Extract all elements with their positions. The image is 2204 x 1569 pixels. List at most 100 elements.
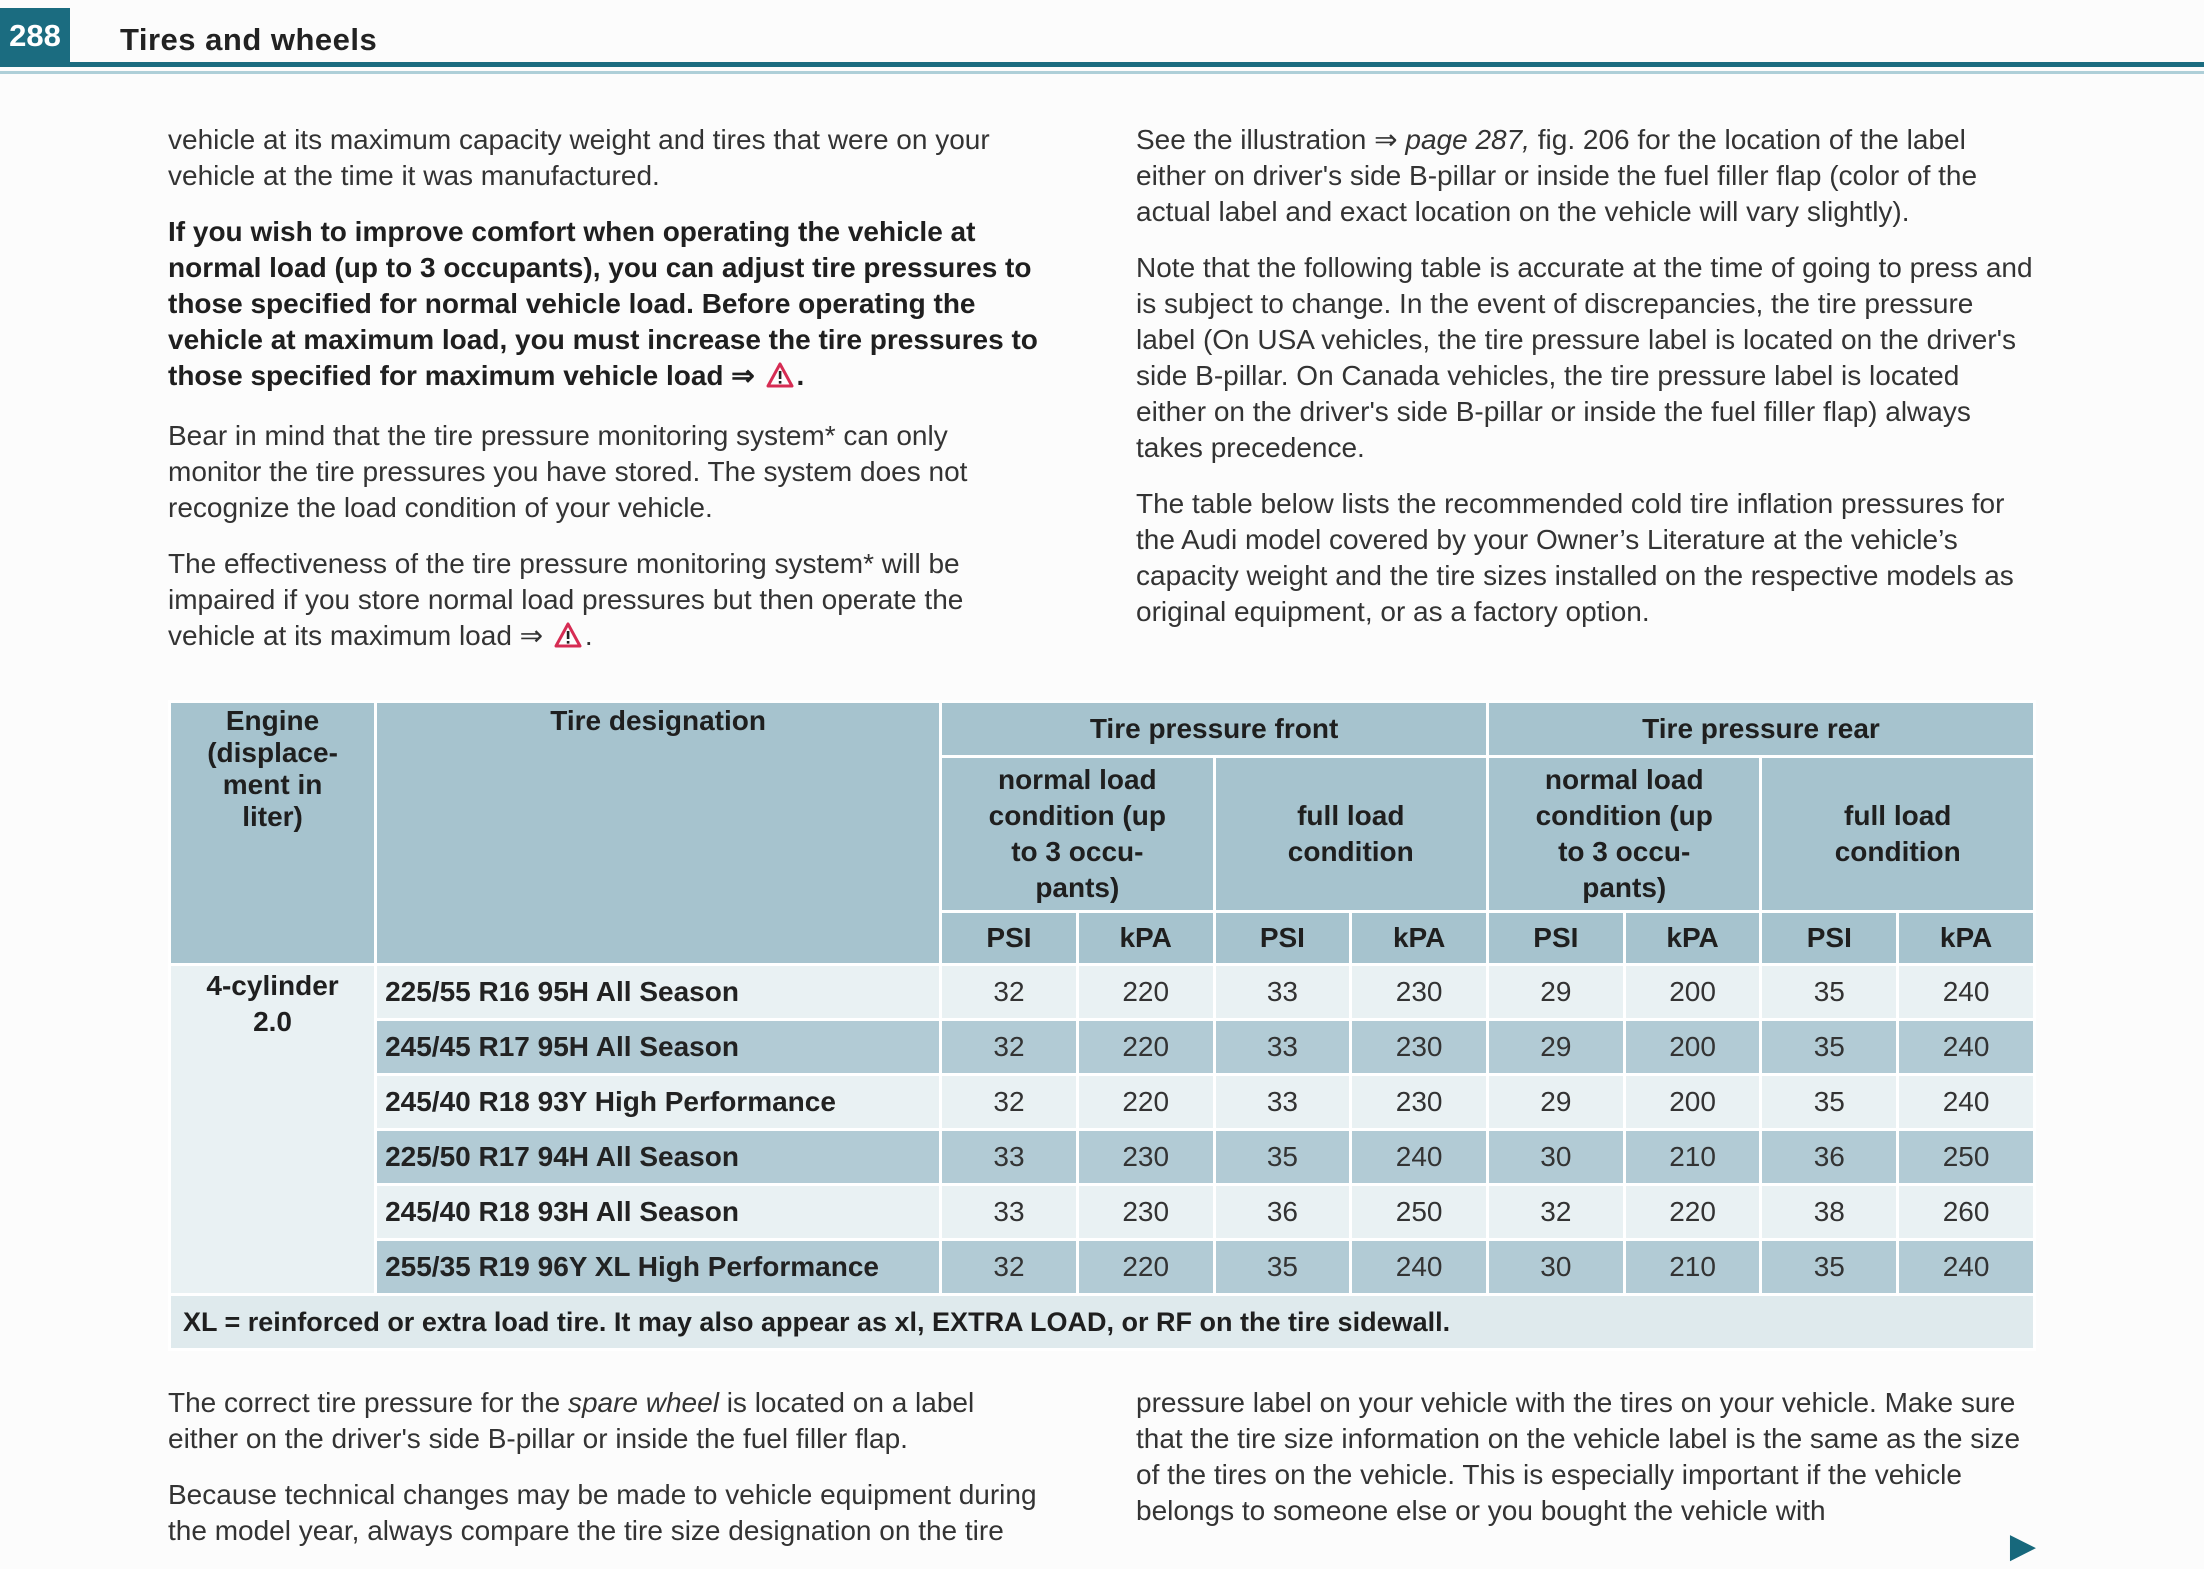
front-full-load-header: full load condition [1212,755,1490,913]
intro-left-paragraph-3: Bear in mind that the tire pressure moni… [168,420,968,523]
pressure-cell: 35 [1759,963,1900,1021]
pressure-cell: 260 [1896,1183,2036,1241]
pressure-cell: 36 [1212,1183,1353,1241]
unit-header-kpa: kPA [1622,910,1763,966]
outro-left-column: The correct tire pressure for the spare … [168,1385,1046,1569]
pressure-cell: 230 [1075,1183,1216,1241]
pressure-cell: 32 [939,1073,1079,1131]
tire-pressure-table: Engine (displace- ment in liter) Tire de… [167,700,2036,1351]
pressure-cell: 33 [1212,963,1353,1021]
pressure-cell: 35 [1759,1238,1900,1296]
intro-right-paragraph-1-end: fig. 206 for the location of the label e… [1136,124,1978,227]
pressure-cell: 33 [1212,1018,1353,1076]
outro-left-paragraph-2: Because technical changes may be made to… [168,1479,1037,1546]
pressure-cell: 33 [939,1128,1079,1186]
pressure-cell: 29 [1486,1018,1626,1076]
intro-right-column: See the illustration ⇒ page 287, fig. 20… [1136,122,2036,678]
pressure-cell: 240 [1349,1238,1489,1296]
tire-designation-cell: 225/55 R16 95H All Season [374,963,943,1021]
table-row: 4-cylinder 2.0 225/55 R16 95H All Season… [167,963,2036,1296]
outro-left-paragraph-1-end: is located on a label either on the driv… [168,1387,975,1454]
pressure-cell: 230 [1349,1073,1489,1131]
intro-right-paragraph-3: The table below lists the recommended co… [1136,488,2014,627]
pressure-cell: 38 [1759,1183,1900,1241]
pressure-cell: 30 [1486,1128,1626,1186]
outro-left-paragraph-1: The correct tire pressure for the spare … [168,1385,1046,1457]
intro-left-paragraph-2-period: . [796,360,805,391]
table-note-row: XL = reinforced or extra load tire. It m… [168,1293,2036,1351]
outro-right-column: pressure label on your vehicle with the … [1136,1385,2036,1569]
page-reference: page 287, [1405,124,1530,155]
pressure-cell: 36 [1759,1128,1900,1186]
page-content: vehicle at its maximum capacity weight a… [167,122,2036,1569]
pressure-cell: 240 [1896,1018,2036,1076]
pressure-cell: 210 [1622,1238,1763,1296]
pressure-cell: 35 [1212,1238,1353,1296]
tire-designation-cell: 245/40 R18 93Y High Performance [374,1073,943,1131]
pressure-cell: 220 [1622,1183,1763,1241]
table-row: 245/40 R18 93Y High Performance 32 220 3… [170,1073,2036,1131]
pressure-cell: 240 [1349,1128,1489,1186]
intro-right-paragraph-1: See the illustration ⇒ page 287, fig. 20… [1136,122,2036,230]
front-normal-load-header: normal load condition (up to 3 occu- pan… [939,755,1216,913]
pressure-cell: 230 [1349,963,1489,1021]
page-number-box: 288 [0,8,70,64]
page-number: 288 [9,18,61,53]
tire-designation-cell: 225/50 R17 94H All Season [374,1128,943,1186]
pressure-cell: 32 [939,963,1079,1021]
intro-left-paragraph-2: If you wish to improve comfort when oper… [168,214,1046,398]
unit-header-psi: PSI [1759,910,1900,966]
intro-right-paragraph-2: Note that the following table is accurat… [1136,252,2033,463]
table-row: 245/45 R17 95H All Season 32 220 33 230 … [170,1018,2036,1076]
intro-left-paragraph-4: The effectiveness of the tire pressure m… [168,546,1046,658]
page-continues-icon: ▶ [2009,1527,2036,1565]
pressure-cell: 33 [939,1183,1079,1241]
pressure-cell: 200 [1622,1018,1763,1076]
pressure-cell: 240 [1896,963,2036,1021]
pressure-cell: 33 [1212,1073,1353,1131]
pressure-cell: 200 [1622,963,1763,1021]
tire-designation-cell: 255/35 R19 96Y XL High Performance [374,1238,943,1296]
pressure-cell: 230 [1349,1018,1489,1076]
xl-note: XL = reinforced or extra load tire. It m… [168,1293,2036,1351]
table-header-row-groups: Engine (displace- ment in liter) Tire de… [167,700,2036,966]
pressure-cell: 32 [1486,1183,1626,1241]
unit-header-psi: PSI [1486,910,1626,966]
pressure-cell: 32 [939,1238,1079,1296]
unit-header-psi: PSI [939,910,1079,966]
pressure-cell: 220 [1075,963,1216,1021]
engine-column-header: Engine (displace- ment in liter) [167,700,378,966]
pressure-cell: 210 [1622,1128,1763,1186]
warning-triangle-icon [765,361,795,398]
pressure-cell: 250 [1896,1128,2036,1186]
warning-triangle-icon [553,621,583,658]
table-header-row-units: PSI kPA PSI kPA PSI kPA PSI kPA [170,910,2036,966]
pressure-cell: 220 [1075,1018,1216,1076]
pressure-cell: 200 [1622,1073,1763,1131]
rear-normal-load-header: normal load condition (up to 3 occu- pan… [1485,755,1763,913]
tire-pressure-front-header: Tire pressure front [939,700,1489,758]
table-row: 255/35 R19 96Y XL High Performance 32 22… [170,1238,2036,1296]
header-rule-light [0,71,2204,74]
table-header-row-conditions: normal load condition (up to 3 occu- pan… [170,755,2036,913]
intro-left-paragraph-1: vehicle at its maximum capacity weight a… [168,124,990,191]
page-title: Tires and wheels [120,22,378,57]
unit-header-kpa: kPA [1896,910,2036,966]
pressure-cell: 35 [1759,1018,1900,1076]
unit-header-kpa: kPA [1075,910,1216,966]
table-row: 225/50 R17 94H All Season 33 230 35 240 … [170,1128,2036,1186]
outro-section: The correct tire pressure for the spare … [168,1385,2036,1569]
intro-left-column: vehicle at its maximum capacity weight a… [168,122,1046,678]
rear-full-load-header: full load condition [1759,755,2036,913]
pressure-cell: 29 [1486,963,1626,1021]
intro-left-paragraph-2-text: If you wish to improve comfort when oper… [168,216,1038,391]
pressure-cell: 240 [1896,1238,2036,1296]
tire-designation-cell: 245/40 R18 93H All Season [374,1183,943,1241]
tire-designation-cell: 245/45 R17 95H All Season [374,1018,943,1076]
pressure-cell: 250 [1349,1183,1489,1241]
tire-designation-column-header: Tire designation [374,700,943,966]
pressure-cell: 220 [1075,1238,1216,1296]
spare-wheel-emphasis: spare wheel [567,1387,719,1418]
pressure-cell: 29 [1486,1073,1626,1131]
pressure-cell: 35 [1212,1128,1353,1186]
